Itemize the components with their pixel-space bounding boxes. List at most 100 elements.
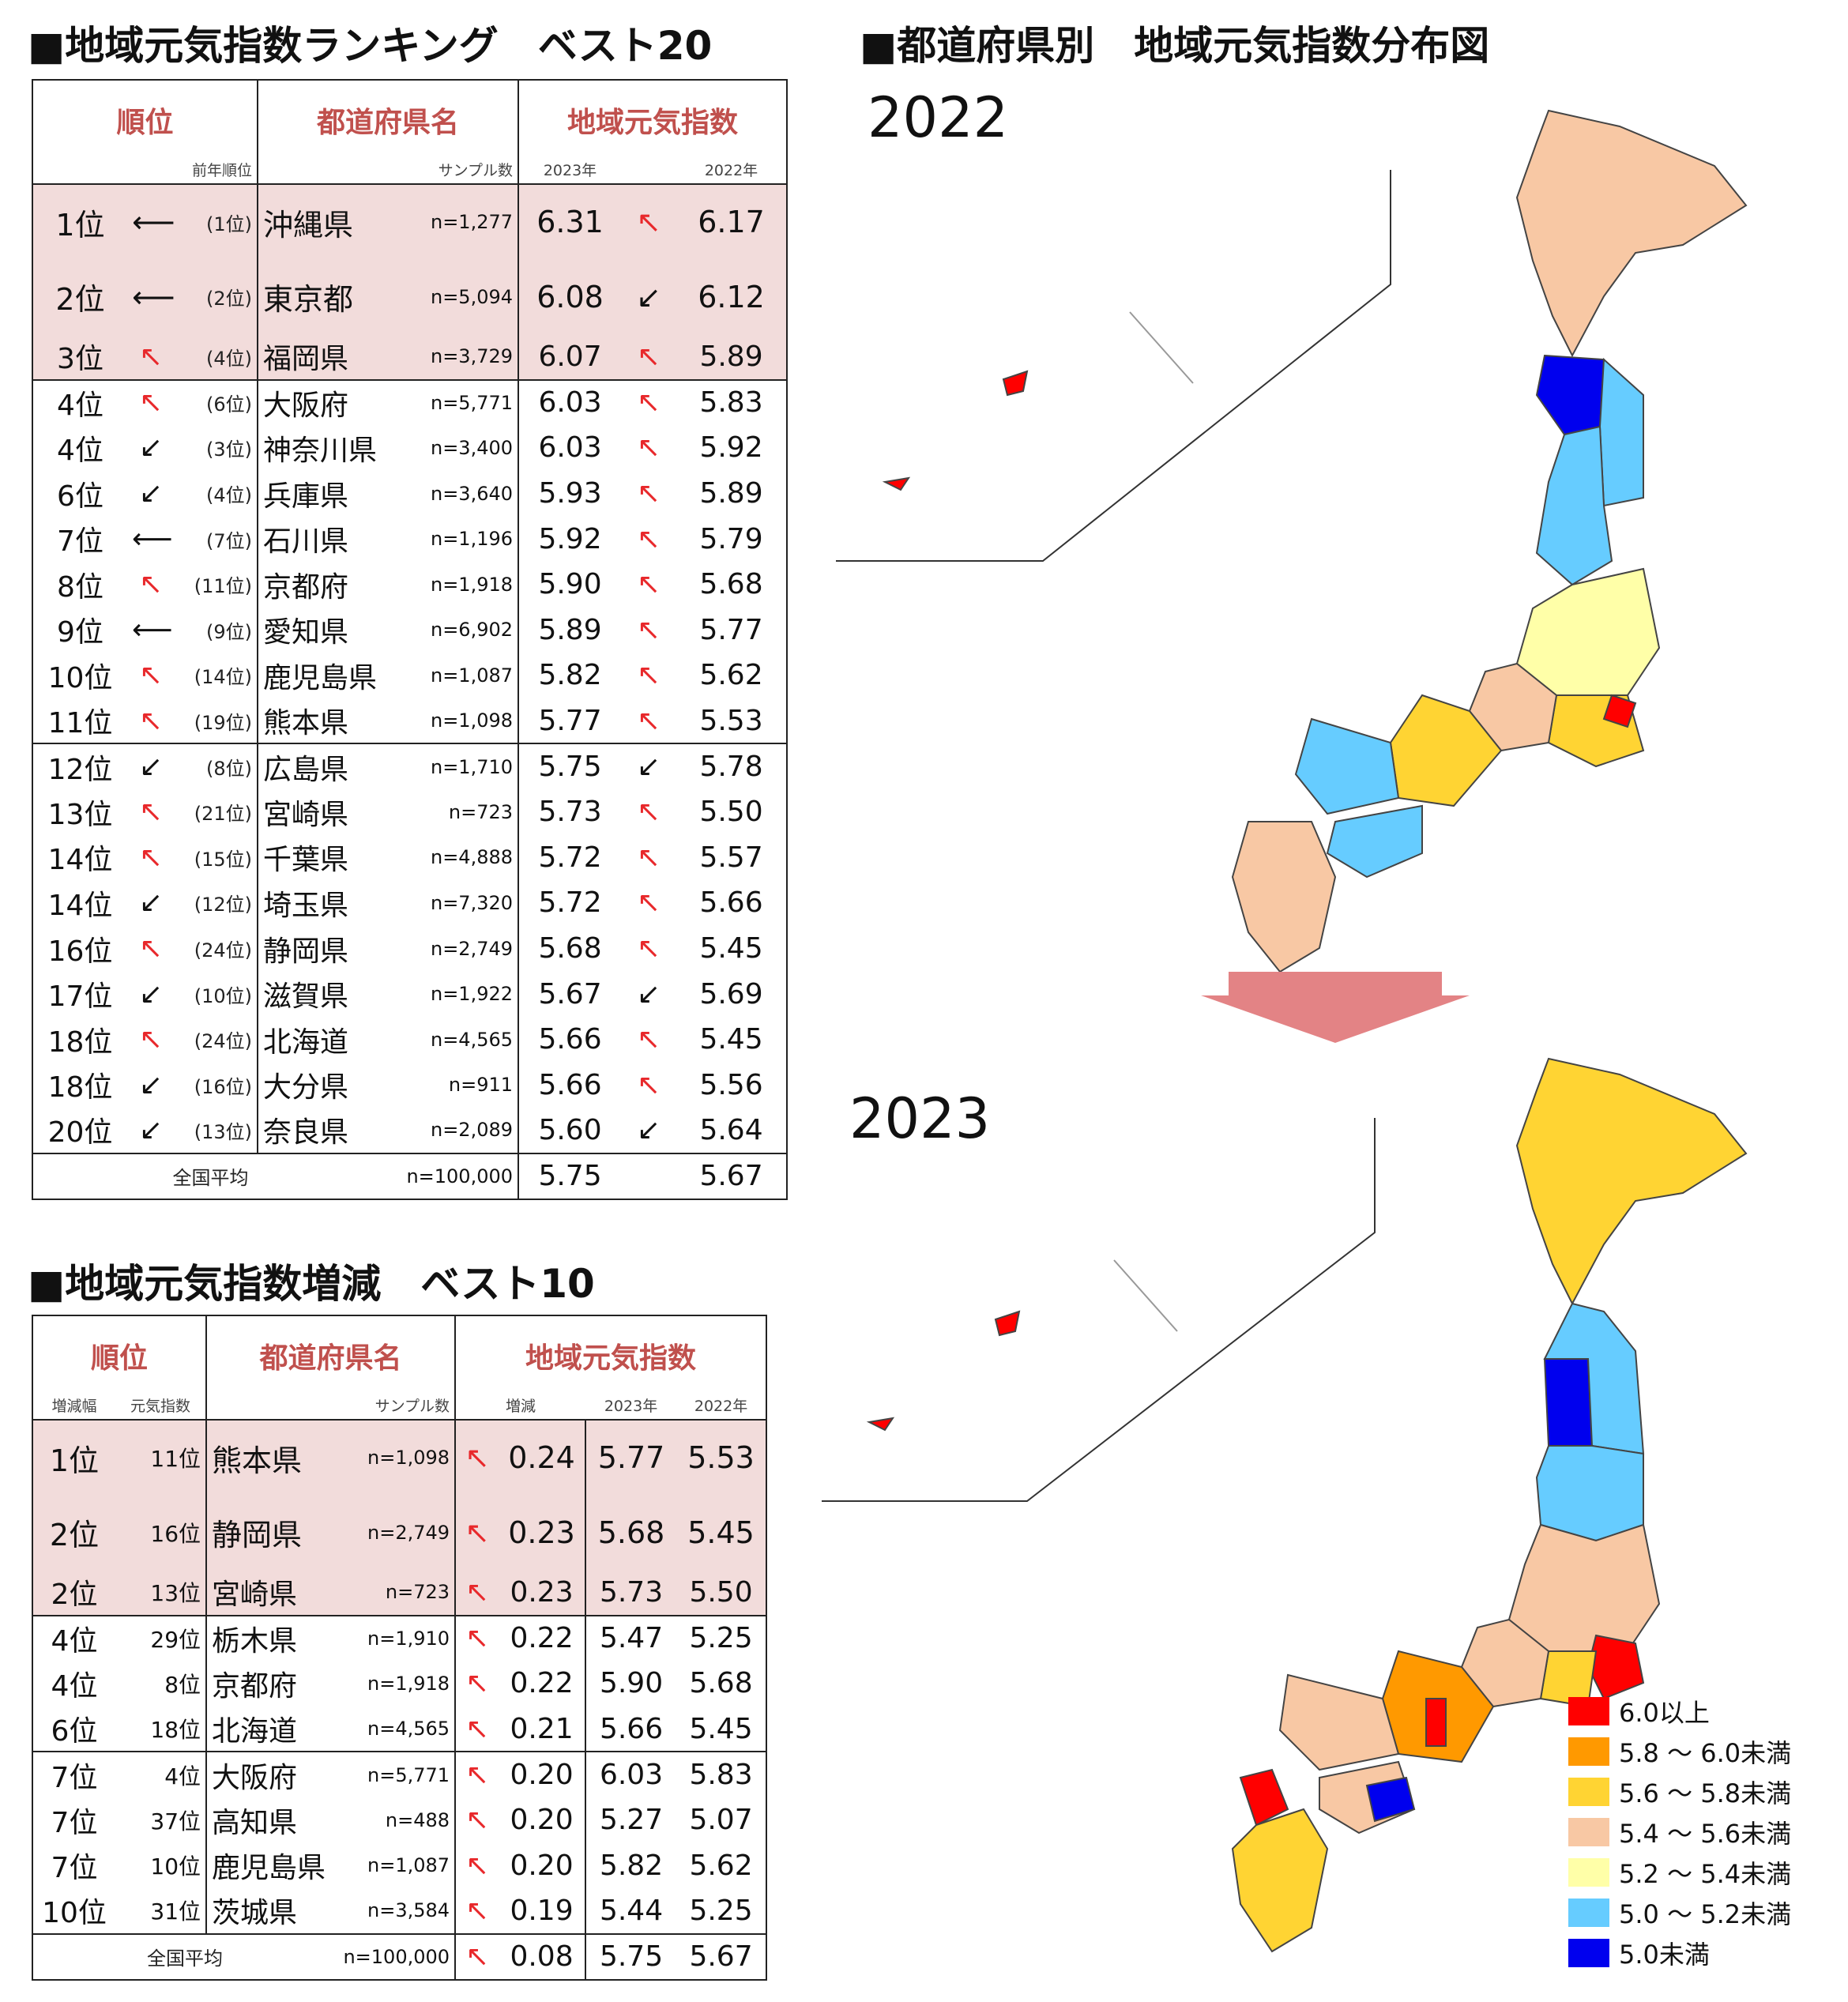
prefecture-name: 埼玉県 <box>257 880 388 926</box>
value-2023: 5.67 <box>518 971 622 1017</box>
legend-swatch <box>1568 1777 1609 1806</box>
value-2022: 5.53 <box>699 704 763 737</box>
prev-rank: (19位) <box>194 711 252 734</box>
value-2023: 6.03 <box>518 379 622 426</box>
increase-row: 2位 16位 静岡県 n=2,749 ↖ 0.23 5.68 5.45 <box>32 1495 767 1570</box>
value-2023: 5.90 <box>518 561 622 608</box>
sample-size: n=3,584 <box>367 1899 450 1922</box>
value-2022: 5.57 <box>699 841 763 874</box>
increase-header-index: 地域元気指数 <box>454 1315 767 1394</box>
sample-size: n=723 <box>337 1570 456 1616</box>
sample-size: n=5,094 <box>388 259 519 334</box>
delta-value: 0.19 <box>510 1894 574 1927</box>
delta-value: 0.20 <box>510 1759 574 1792</box>
map-legend: 6.0以上 5.8 ～ 6.0未満 5.6 ～ 5.8未満 5.4 ～ 5.6未満 5.… <box>1568 1691 1791 1973</box>
trend-arrow-icon: ↙ <box>636 1113 661 1146</box>
value-2023: 6.03 <box>585 1752 677 1797</box>
delta-value: 0.23 <box>499 1495 586 1570</box>
sample-size: n=4,565 <box>430 1028 514 1051</box>
delta-value: 0.20 <box>510 1849 574 1882</box>
legend-label: 5.2 ～ 5.4未満 <box>1619 1858 1792 1889</box>
region-tokyo <box>1602 694 1637 728</box>
delta-value: 0.21 <box>510 1712 574 1745</box>
rank-change-arrow-icon: ↖ <box>138 568 164 601</box>
legend-item: 5.6 ～ 5.8未満 <box>1568 1771 1791 1812</box>
ranking-average-row: 全国平均 n=100,000 5.75 5.67 <box>32 1153 788 1199</box>
map-title: ■都道府県別 地域元気指数分布図 <box>860 23 1490 69</box>
increase-header-pref: 都道府県名 <box>205 1315 456 1394</box>
legend-label: 5.0未満 <box>1619 1939 1710 1970</box>
prefecture-name: 栃木県 <box>205 1615 337 1661</box>
region-hokkaido-2023 <box>1515 1057 1748 1306</box>
prev-rank: (14位) <box>194 666 252 689</box>
legend-label: 5.8 ～ 6.0未満 <box>1619 1737 1792 1768</box>
index-rank: 18位 <box>150 1717 201 1744</box>
legend-item: 5.4 ～ 5.6未満 <box>1568 1812 1791 1852</box>
rank-change-arrow-icon: ⟵ <box>127 184 175 259</box>
sample-size: n=6,902 <box>430 619 514 642</box>
value-2022: 5.83 <box>689 1759 753 1792</box>
region-kyushu-2023 <box>1231 1808 1329 1953</box>
increase-average-row: 全国平均 n=100,000 ↖ 0.08 5.75 5.67 <box>32 1933 767 1980</box>
value-2023: 5.66 <box>518 1016 622 1063</box>
okinawa-inset-frame-2023 <box>822 1118 1376 1502</box>
delta-rank: 4位 <box>51 1669 98 1703</box>
ranking-row: 16位 ↖ (24位) 静岡県 n=2,749 5.68 ↖ 5.45 <box>32 925 787 972</box>
value-2022: 5.56 <box>699 1068 763 1101</box>
prefecture-name: 鹿児島県 <box>205 1842 337 1889</box>
okinawa-inset-frame <box>836 170 1391 562</box>
increase-table: 順位 都道府県名 地域元気指数 増減幅 元気指数 サンプル数 増減 2023年 … <box>32 1315 768 1981</box>
region-tohoku-north <box>1535 354 1605 436</box>
increase-header-rank: 順位 <box>91 1342 149 1375</box>
value-2022: 5.89 <box>699 477 763 510</box>
value-2023: 5.92 <box>518 516 622 562</box>
index-rank: 10位 <box>150 1853 201 1880</box>
value-2022: 5.45 <box>699 932 763 965</box>
average-label: 全国平均 <box>172 1167 249 1190</box>
region-kanto-north-2023 <box>1507 1523 1661 1652</box>
rank: 4位 <box>57 389 104 422</box>
increase-row: 7位 10位 鹿児島県 n=1,087 ↖ 0.20 5.82 5.62 <box>32 1842 766 1889</box>
prefecture-name: 広島県 <box>257 743 388 789</box>
prefecture-name: 兵庫県 <box>257 470 388 517</box>
region-tokyo-2023 <box>1586 1634 1645 1700</box>
delta-value: 0.23 <box>499 1570 586 1616</box>
index-rank: 13位 <box>115 1570 207 1616</box>
prefecture-name: 大分県 <box>257 1062 388 1108</box>
prev-rank: (16位) <box>194 1075 252 1098</box>
increase-arrow-icon: ↖ <box>454 1888 499 1934</box>
increase-subheader-index-rank: 元気指数 <box>130 1398 191 1415</box>
legend-swatch <box>1568 1898 1609 1927</box>
sample-size: n=1,098 <box>337 1420 456 1495</box>
ranking-header-index: 地域元気指数 <box>518 80 788 159</box>
increase-arrow-icon: ↖ <box>454 1570 499 1616</box>
value-2022: 5.83 <box>699 386 763 420</box>
value-2022: 6.17 <box>676 184 788 259</box>
value-2022: 5.68 <box>689 1667 753 1700</box>
value-2023: 5.93 <box>518 470 622 517</box>
legend-swatch <box>1568 1938 1609 1967</box>
delta-rank: 2位 <box>32 1570 115 1616</box>
region-tohoku-south-2023 <box>1535 1445 1644 1542</box>
rank-change-arrow-icon: ↙ <box>138 431 164 465</box>
rank: 16位 <box>47 935 113 968</box>
legend-label: 6.0以上 <box>1619 1697 1710 1728</box>
ranking-header-rank: 順位 <box>116 106 174 139</box>
increase-row: 10位 31位 茨城県 n=3,584 ↖ 0.19 5.44 5.25 <box>32 1888 766 1934</box>
region-kyushu <box>1231 821 1337 973</box>
trend-arrow-icon: ↖ <box>621 184 677 259</box>
value-2022: 5.45 <box>699 1023 763 1056</box>
rank-change-arrow-icon: ⟵ <box>127 259 175 334</box>
rank: 14位 <box>47 889 113 922</box>
delta-value: 0.22 <box>510 1622 574 1655</box>
value-2022: 5.89 <box>676 334 788 380</box>
region-shikoku <box>1326 804 1423 879</box>
region-hokkaido <box>1515 109 1748 358</box>
rank-change-arrow-icon: ↖ <box>138 704 164 737</box>
value-2023: 5.90 <box>585 1661 677 1707</box>
index-rank: 11位 <box>115 1420 207 1495</box>
region-tohoku-west <box>1535 425 1613 586</box>
average-2022: 5.67 <box>689 1940 753 1974</box>
value-2023: 5.89 <box>518 607 622 653</box>
index-rank: 16位 <box>115 1495 207 1570</box>
